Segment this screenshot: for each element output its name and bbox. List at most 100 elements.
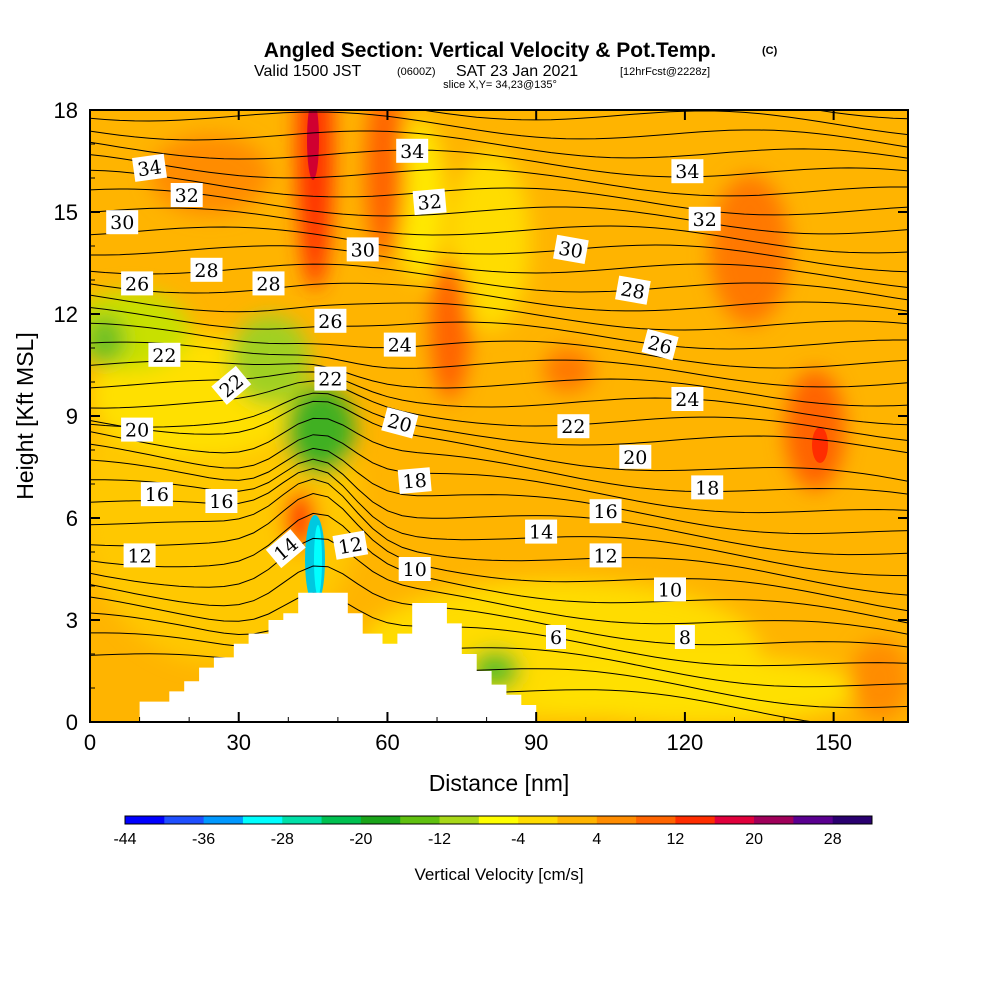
isentrope-line xyxy=(90,434,908,514)
colorbar-tick-label: 4 xyxy=(592,831,601,848)
contour-label-box xyxy=(383,332,416,357)
contour-label-text: 10 xyxy=(658,579,682,601)
y-tick-label: 18 xyxy=(54,98,78,123)
colorbar-tick-label: -12 xyxy=(428,831,451,848)
field-region xyxy=(850,640,908,720)
contour-label-text: 34 xyxy=(400,141,424,163)
x-tick-label: 0 xyxy=(84,730,96,755)
contour-label: 34 xyxy=(671,159,704,184)
contour-label: 34 xyxy=(131,153,168,182)
isentrope-line xyxy=(90,478,908,596)
isentrope-line xyxy=(90,392,908,454)
colorbar-swatch xyxy=(793,816,834,824)
colorbar-tick-label: -36 xyxy=(192,831,215,848)
colorbar-swatch xyxy=(557,816,598,824)
contour-label: 18 xyxy=(691,475,724,500)
colorbar-swatch xyxy=(478,816,519,824)
contour-label-text: 18 xyxy=(402,470,428,494)
isentrope-line xyxy=(90,341,908,388)
contour-label-box xyxy=(346,237,379,262)
contour-label-box xyxy=(412,188,447,216)
contour-label-box xyxy=(211,365,252,405)
velocity-field-core xyxy=(305,110,828,605)
isentrope-line xyxy=(90,154,908,197)
colorbar-swatch xyxy=(714,816,755,824)
contour-label-box xyxy=(397,467,432,494)
y-tick-label: 3 xyxy=(66,608,78,633)
contour-label-text: 16 xyxy=(209,491,233,513)
contour-label: 30 xyxy=(346,237,379,262)
contour-label: 32 xyxy=(412,188,447,216)
x-axis-label: Distance [nm] xyxy=(429,770,570,796)
colorbar-tick-label: 12 xyxy=(667,831,685,848)
contour-label-text: 24 xyxy=(675,389,699,411)
contour-label: 12 xyxy=(123,543,156,568)
contour-label-box xyxy=(314,308,347,333)
y-tick-label: 12 xyxy=(54,302,78,327)
contour-label-text: 30 xyxy=(110,212,134,234)
colorbar-frame xyxy=(124,815,873,825)
colorbar-swatch xyxy=(832,816,873,824)
field-region xyxy=(785,370,845,490)
isentrope-line xyxy=(90,111,908,148)
contour-label-box xyxy=(332,530,369,560)
field-region xyxy=(314,525,322,595)
y-tick-label: 6 xyxy=(66,506,78,531)
contour-label-text: 30 xyxy=(351,239,375,261)
contour-label: 20 xyxy=(121,417,154,442)
colorbar-swatch xyxy=(203,816,244,824)
contour-label: 32 xyxy=(170,183,203,207)
colorbar-swatch xyxy=(242,816,283,824)
contour-label: 20 xyxy=(619,444,652,469)
contour-label-box xyxy=(106,210,139,235)
contour-label-text: 8 xyxy=(679,627,691,649)
contour-label: 12 xyxy=(589,543,622,568)
isentrope-line xyxy=(90,632,908,709)
colorbar-label: Vertical Velocity [cm/s] xyxy=(414,865,583,884)
contour-label-text: 22 xyxy=(318,369,342,391)
contour-label: 28 xyxy=(615,275,651,305)
contour-label: 16 xyxy=(140,482,173,507)
valid-date: SAT 23 Jan 2021 xyxy=(456,63,578,80)
contour-label: 22 xyxy=(148,342,181,367)
contour-label-text: 20 xyxy=(623,447,647,469)
colorbar-tick-label: -4 xyxy=(511,831,525,848)
contour-label-box xyxy=(619,444,652,469)
contour-label-box xyxy=(525,519,558,544)
contour-label-text: 6 xyxy=(550,627,562,649)
colorbar-swatch xyxy=(125,816,165,824)
contour-label-box xyxy=(398,557,431,581)
contour-label: 28 xyxy=(190,257,223,282)
y-tick-label: 9 xyxy=(66,404,78,429)
colorbar-tick-label: 20 xyxy=(745,831,763,848)
isentrope-line xyxy=(90,141,908,178)
contour-label-box xyxy=(396,138,429,163)
contour-label-box xyxy=(190,257,223,282)
contour-label-box xyxy=(381,407,419,439)
colorbar-swatch xyxy=(518,816,558,824)
isentrope-line xyxy=(90,492,908,612)
isentrope-line xyxy=(90,565,908,648)
field-region xyxy=(90,315,125,365)
contour-label-text: 12 xyxy=(128,545,152,567)
contour-label-box xyxy=(121,417,154,442)
contour-label: 26 xyxy=(121,271,154,296)
field-region xyxy=(150,135,270,215)
field-region xyxy=(285,385,355,475)
contour-label: 22 xyxy=(557,414,590,439)
isentrope-line xyxy=(90,322,908,369)
contour-label: 24 xyxy=(383,332,416,357)
x-axis: 0 30 60 90 120 150 xyxy=(84,110,884,755)
contour-label-box xyxy=(170,183,203,207)
colorbar-tick-label: -20 xyxy=(349,831,372,848)
isentrope-line xyxy=(90,169,908,216)
colorbar-swatch xyxy=(360,816,401,824)
isentrope-line xyxy=(90,294,908,331)
field-region xyxy=(540,655,860,722)
colorbar-swatch xyxy=(636,816,676,824)
x-tick-label: 150 xyxy=(815,730,852,755)
valid-prefix: Valid 1500 JST xyxy=(254,63,362,80)
valid-line: Valid 1500 JST (0600Z) SAT 23 Jan 2021 [… xyxy=(254,63,710,80)
contour-label-text: 24 xyxy=(388,335,412,357)
